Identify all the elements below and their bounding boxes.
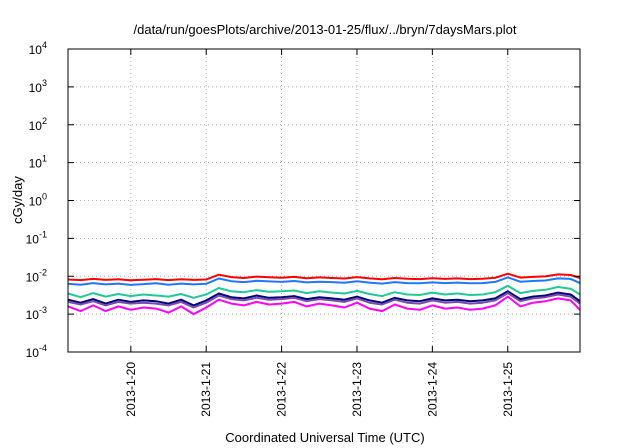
- x-axis: 2013-1-20 2013-1-21 2013-1-22 2013-1-23 2013…: [124, 49, 515, 417]
- series-line-1: [67, 272, 581, 282]
- series-group: [67, 272, 581, 316]
- x-tick-label: 2013-1-20: [124, 362, 138, 417]
- chart-title: /data/run/goesPlots/archive/2013-01-25/f…: [134, 22, 517, 37]
- y-tick-label: 10-4: [26, 343, 47, 360]
- y-tick-label: 10-2: [26, 267, 47, 284]
- series-line-2: [67, 276, 581, 286]
- y-tick-label: 10-3: [26, 305, 47, 322]
- y-tick-label: 104: [29, 40, 47, 57]
- x-tick-label: 2013-1-25: [501, 362, 515, 417]
- series-line-3: [67, 284, 581, 299]
- y-axis: 10-4 10-3 10-2 10-1 100 101 102 103 104: [26, 40, 580, 360]
- grid: [68, 49, 580, 352]
- x-tick-label: 2013-1-24: [425, 362, 439, 417]
- y-tick-label: 102: [29, 116, 47, 133]
- y-tick-label: 100: [29, 192, 47, 209]
- x-tick-label: 2013-1-21: [199, 362, 213, 417]
- series-line-5: [67, 292, 581, 309]
- y-tick-label: 103: [29, 78, 47, 95]
- series-line-4: [67, 290, 581, 307]
- y-tick-label: 101: [29, 154, 47, 171]
- x-axis-label: Coordinated Universal Time (UTC): [225, 430, 424, 445]
- series-line-6: [67, 295, 581, 316]
- y-axis-label: cGy/day: [10, 176, 25, 224]
- x-tick-label: 2013-1-23: [350, 362, 364, 417]
- x-tick-label: 2013-1-22: [275, 362, 289, 417]
- y-tick-label: 10-1: [26, 229, 47, 246]
